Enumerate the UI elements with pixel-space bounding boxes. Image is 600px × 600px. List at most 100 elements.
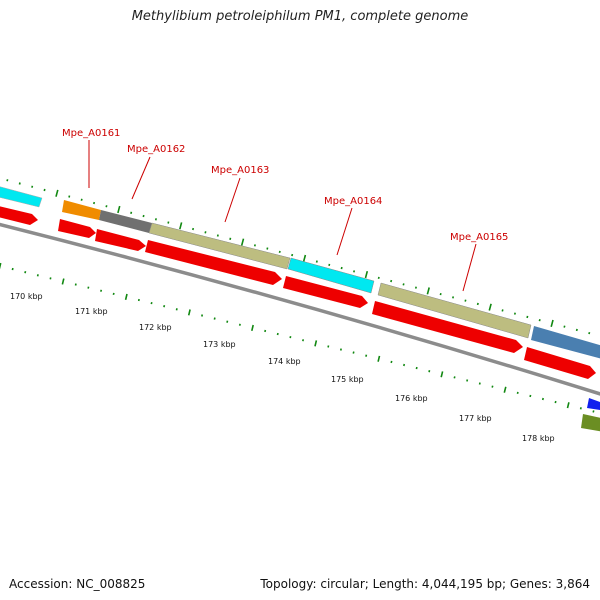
gc-tick [302, 254, 307, 262]
leader-line [336, 207, 353, 256]
gc-tick [278, 250, 281, 254]
gc-tick [142, 214, 145, 218]
gene-label-mpe-a0161[interactable]: Mpe_A0161 [62, 128, 120, 139]
gc-tick [426, 287, 430, 295]
gc-tick [414, 286, 417, 289]
scale-tick [251, 324, 254, 331]
scale-tick [175, 308, 178, 311]
scale-tick [339, 348, 342, 351]
scale-tick [541, 397, 544, 401]
scale-label-172: 172 kbp [139, 323, 172, 332]
gene-label-mpe-a0165[interactable]: Mpe_A0165 [450, 232, 508, 243]
scale-tick [226, 320, 229, 323]
scale-label-171: 171 kbp [75, 307, 108, 316]
scale-tick [187, 309, 191, 316]
scale-label-178: 178 kbp [522, 434, 555, 443]
scale-tick [579, 407, 582, 410]
gene-label-mpe-a0164[interactable]: Mpe_A0164 [324, 196, 382, 207]
cds-arrow[interactable] [372, 301, 523, 353]
scale-tick [124, 293, 128, 300]
gc-tick [377, 276, 380, 280]
cds-arrow[interactable] [524, 347, 596, 379]
gc-tick [501, 309, 504, 312]
scale-tick [440, 371, 444, 378]
gc-tick [390, 279, 393, 283]
scale-tick [466, 379, 469, 382]
scale-tick [87, 286, 90, 289]
feature-olive-right[interactable] [581, 414, 600, 433]
scale-tick [276, 332, 279, 336]
gc-tick [55, 189, 59, 197]
scale-tick [150, 301, 153, 305]
scale-label-176: 176 kbp [395, 394, 428, 403]
gc-tick [204, 231, 207, 234]
gc-tick [93, 201, 96, 205]
gc-tick [117, 205, 121, 214]
gc-tick [229, 237, 232, 240]
scale-tick [36, 274, 39, 277]
gc-tick [291, 253, 294, 257]
gc-tick [328, 263, 331, 267]
scale-tick [491, 385, 494, 388]
scale-tick [0, 262, 2, 270]
gc-tick [315, 260, 318, 263]
gc-tick [513, 312, 516, 315]
feature-khaki-mpe-a0165[interactable] [377, 282, 532, 339]
scale-tick [74, 283, 77, 286]
gene-label-mpe-a0163[interactable]: Mpe_A0163 [211, 165, 269, 176]
gc-tick [364, 270, 369, 279]
gc-tick [240, 238, 245, 246]
feature-khaki-mpe-a0163[interactable] [148, 222, 291, 270]
leader-line [224, 177, 241, 223]
gc-tick [526, 315, 529, 319]
gc-tick [340, 266, 343, 270]
scale-tick [415, 366, 418, 370]
feature-gray-mpe-a0162[interactable] [99, 210, 152, 233]
scale-label-174: 174 kbp [268, 357, 301, 366]
scale-tick [566, 402, 570, 409]
feature-cyan-left[interactable] [0, 184, 43, 208]
cds-arrow[interactable] [95, 229, 146, 251]
leader-line [462, 243, 477, 292]
scale-label-170: 170 kbp [10, 292, 43, 301]
gc-tick [550, 319, 554, 328]
scale-tick [302, 339, 305, 342]
scale-tick [264, 329, 267, 333]
scale-tick [403, 363, 406, 367]
scale-tick [201, 314, 204, 317]
gc-tick [402, 283, 405, 286]
scale-tick [314, 340, 318, 347]
scale-label-175: 175 kbp [331, 375, 364, 384]
gc-tick [538, 318, 541, 322]
feature-blue-right[interactable] [587, 398, 600, 410]
gc-tick [154, 218, 157, 221]
gc-tick [476, 302, 479, 306]
cds-arrow[interactable] [283, 276, 368, 308]
scale-labels: 170 kbp 171 kbp 172 kbp 173 kbp 174 kbp … [10, 292, 555, 443]
scale-tick [390, 360, 393, 364]
cds-arrow[interactable] [0, 204, 38, 225]
gc-tick [253, 244, 256, 247]
gc-tick [439, 292, 442, 296]
gc-tick [167, 221, 170, 224]
gc-tick [588, 331, 591, 335]
cds-arrow[interactable] [145, 240, 282, 285]
cds-arrow[interactable] [58, 219, 96, 238]
gene-label-mpe-a0162[interactable]: Mpe_A0162 [127, 144, 185, 155]
scale-tick-track [0, 262, 595, 413]
feature-cyan-mpe-a0164[interactable] [287, 257, 375, 294]
scale-tick [554, 400, 557, 404]
scale-label-173: 173 kbp [203, 340, 236, 349]
gc-tick [266, 247, 269, 250]
scale-tick [365, 354, 368, 357]
gc-tick [179, 222, 183, 230]
scale-tick [592, 410, 595, 413]
feature-steelblue-right[interactable] [531, 326, 600, 361]
feature-orange-mpe-a0161[interactable] [62, 200, 101, 220]
gc-tick [31, 185, 34, 188]
gc-tick [130, 211, 133, 214]
gc-tick [216, 234, 219, 237]
scale-tick [352, 351, 355, 354]
map-title: Methylibium petroleiphilum PM1, complete… [131, 9, 469, 24]
